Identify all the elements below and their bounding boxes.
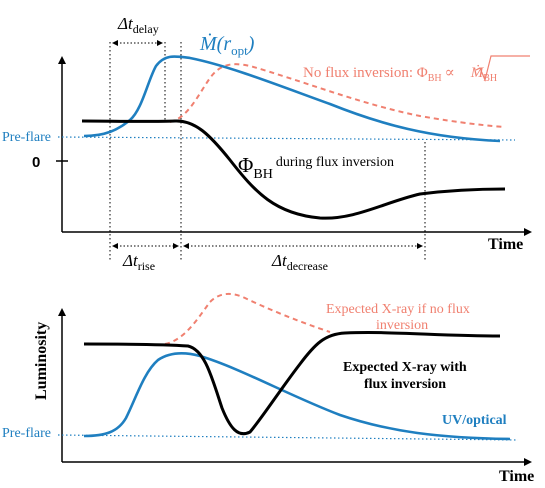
sqrt-sign-icon [475,55,530,82]
phi-bh-curve [81,119,506,220]
no-flux-label: No flux inversion: ΦBH ∝ ṀBH [303,65,497,84]
luminosity-label: Luminosity [33,322,50,400]
xray-no-flux-label-2: inversion [376,318,428,333]
mdot-curve [83,55,501,143]
uv-optical-label: UV/optical [442,413,507,428]
top-time-label: Time [488,236,523,253]
mdot-label: Ṁ(ropt) [199,32,255,58]
decrease-label: Δtdecrease [271,251,328,273]
rise-label: Δtrise [122,251,155,273]
xray-flux-label-2: flux inversion [364,377,446,392]
phi-bh-label: ΦBHduring flux inversion [238,153,394,182]
bottom-preflare-line [57,434,519,441]
delay-label: Δtdelay [117,14,159,36]
no-flux-inversion-curve [169,63,506,128]
bottom-preflare-label: Pre-flare [2,426,51,441]
bottom-time-label: Time [499,468,534,485]
bottom-panel: Luminosity Pre-flare Expected X-ray if n… [2,292,534,485]
top-preflare-label: Pre-flare [2,130,51,145]
xray-flux-curve [83,331,501,436]
xray-no-flux-curve [164,292,331,345]
top-panel: Δtdelay Ṁ(ropt) No flux inversion: ΦBH ∝ Ṁ… [2,14,532,273]
zero-label: 0 [32,154,40,171]
xray-no-flux-label-1: Expected X-ray if no flux [326,302,470,317]
top-preflare-line [57,136,516,141]
xray-flux-label-1: Expected X-ray with [343,360,467,375]
